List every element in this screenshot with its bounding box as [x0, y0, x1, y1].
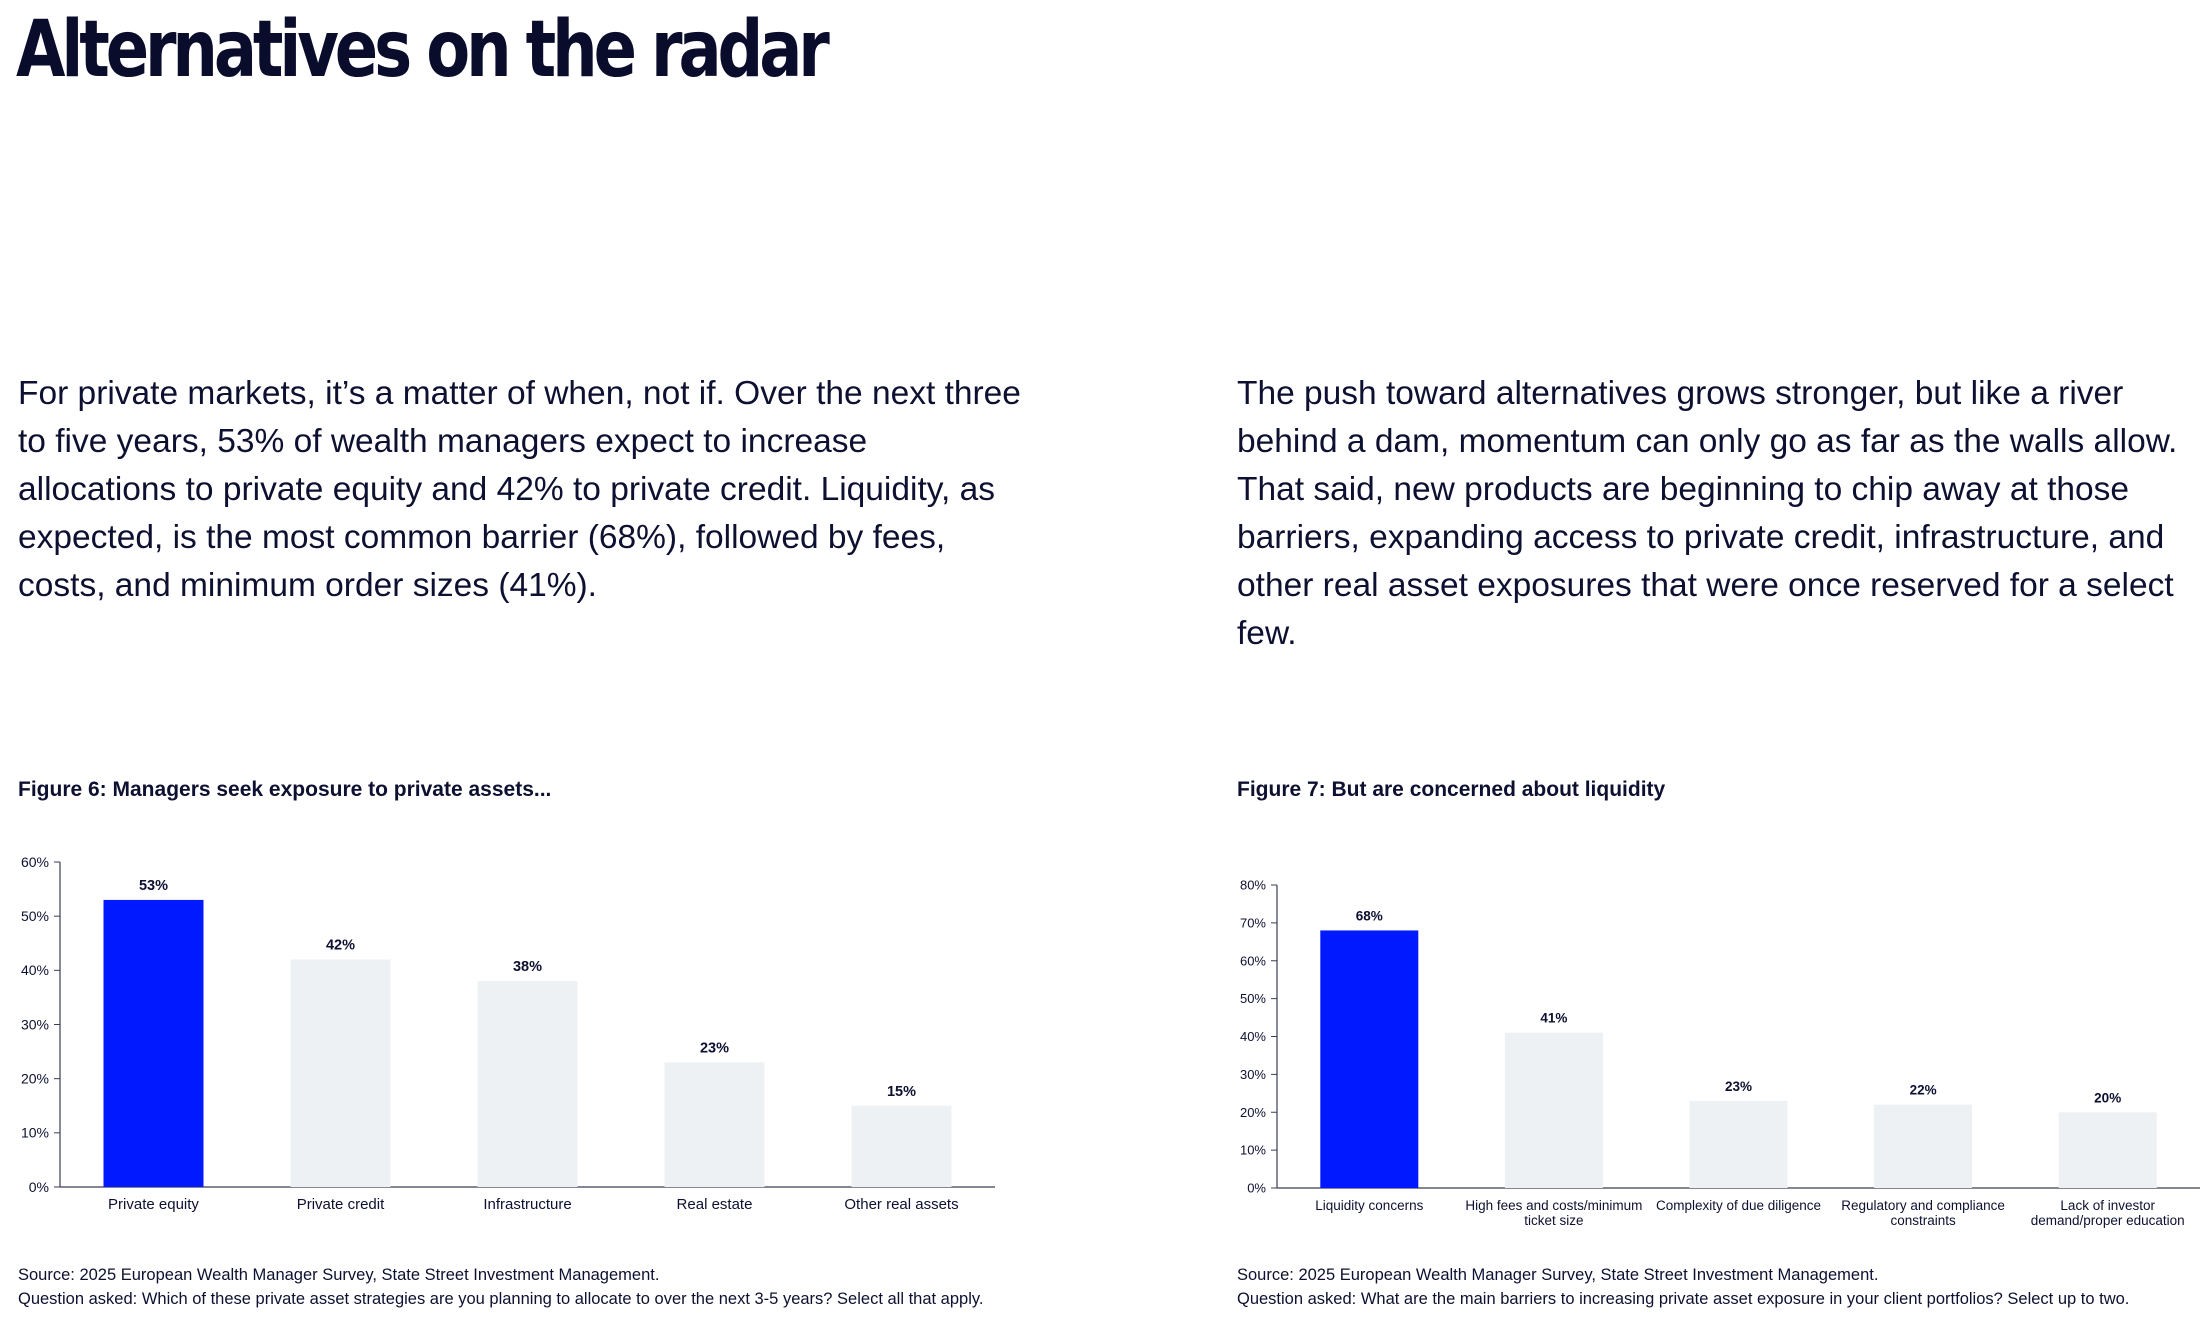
- fig7-y-tick-label: 60%: [1240, 953, 1266, 968]
- page-title: Alternatives on the radar: [16, 5, 830, 95]
- fig6-data-label: 23%: [700, 1040, 729, 1056]
- fig6-category-label: Private credit: [297, 1196, 385, 1213]
- fig6-y-tick-label: 30%: [21, 1016, 49, 1032]
- figure-7-source-note: Source: 2025 European Wealth Manager Sur…: [1237, 1263, 2129, 1311]
- fig6-data-label: 42%: [326, 938, 355, 954]
- fig7-category-label: constraints: [1890, 1213, 1956, 1228]
- fig7-category-label: ticket size: [1524, 1213, 1583, 1228]
- figure-6-question: Question asked: Which of these private a…: [18, 1290, 984, 1308]
- figure-6-source: Source: 2025 European Wealth Manager Sur…: [18, 1266, 660, 1284]
- fig7-y-tick-label: 80%: [1240, 878, 1266, 893]
- fig7-category-label: High fees and costs/minimum: [1465, 1198, 1642, 1213]
- fig7-data-label: 20%: [2094, 1090, 2121, 1105]
- fig7-category-label: Complexity of due diligence: [1656, 1198, 1821, 1213]
- fig7-bar: [1689, 1100, 1788, 1188]
- fig7-y-tick-label: 70%: [1240, 915, 1266, 930]
- fig6-bar: [103, 899, 204, 1187]
- fig6-bar: [477, 981, 578, 1187]
- fig7-bar: [2058, 1112, 2157, 1188]
- fig7-bar: [1504, 1032, 1603, 1188]
- figure-6-bar-chart: 0% 10% 20% 30% 40% 50% 60% 53% Private equity 42%…: [21, 854, 995, 1213]
- fig6-category-label: Infrastructure: [483, 1196, 571, 1213]
- fig6-category-label: Private equity: [108, 1196, 199, 1213]
- figure-6-title: Figure 6: Managers seek exposure to priv…: [18, 778, 552, 801]
- fig6-category-label: Real estate: [677, 1196, 753, 1213]
- figure-6-source-note: Source: 2025 European Wealth Manager Sur…: [18, 1263, 984, 1311]
- fig7-y-tick-label: 10%: [1240, 1143, 1266, 1158]
- fig7-y-tick-label: 30%: [1240, 1067, 1266, 1082]
- fig6-bar: [290, 959, 391, 1187]
- intro-paragraph-right: The push toward alternatives grows stron…: [1237, 375, 2178, 652]
- fig7-category-label: Regulatory and compliance: [1841, 1198, 2005, 1213]
- fig7-data-label: 22%: [1910, 1083, 1937, 1098]
- fig7-y-tick-label: 40%: [1240, 1029, 1266, 1044]
- figure-7-question: Question asked: What are the main barrie…: [1237, 1290, 2130, 1308]
- fig6-category-label: Other real assets: [844, 1196, 958, 1213]
- intro-paragraph-left: For private markets, it’s a matter of wh…: [18, 375, 1021, 604]
- fig6-y-tick-label: 60%: [21, 854, 49, 870]
- fig7-data-label: 23%: [1725, 1079, 1752, 1094]
- fig7-y-tick-label: 50%: [1240, 991, 1266, 1006]
- fig6-y-tick-label: 50%: [21, 908, 49, 924]
- fig7-y-tick-label: 0%: [1247, 1181, 1266, 1196]
- fig7-bar: [1874, 1104, 1973, 1188]
- fig6-bar: [664, 1062, 765, 1187]
- figure-7-title: Figure 7: But are concerned about liquid…: [1237, 778, 1666, 801]
- fig6-y-tick-label: 40%: [21, 962, 49, 978]
- fig6-y-tick-label: 20%: [21, 1071, 49, 1087]
- fig6-y-tick-label: 10%: [21, 1125, 49, 1141]
- fig6-data-label: 38%: [513, 959, 542, 975]
- fig7-data-label: 68%: [1356, 908, 1383, 923]
- figure-7-source: Source: 2025 European Wealth Manager Sur…: [1237, 1266, 1879, 1284]
- figure-7-bar-chart: 0% 10% 20% 30% 40% 50% 60% 70% 80% 68% Liquidity c…: [1240, 878, 2200, 1228]
- fig6-y-tick-label: 0%: [29, 1179, 49, 1195]
- fig7-category-label: demand/proper education: [2031, 1213, 2185, 1228]
- fig7-bar: [1320, 930, 1419, 1188]
- fig7-category-label: Lack of investor: [2060, 1198, 2155, 1213]
- fig6-data-label: 53%: [139, 878, 168, 894]
- fig7-y-tick-label: 20%: [1240, 1105, 1266, 1120]
- fig7-category-label: Liquidity concerns: [1315, 1198, 1423, 1213]
- fig7-data-label: 41%: [1540, 1011, 1567, 1026]
- fig6-data-label: 15%: [887, 1084, 916, 1100]
- fig6-bar: [851, 1105, 952, 1187]
